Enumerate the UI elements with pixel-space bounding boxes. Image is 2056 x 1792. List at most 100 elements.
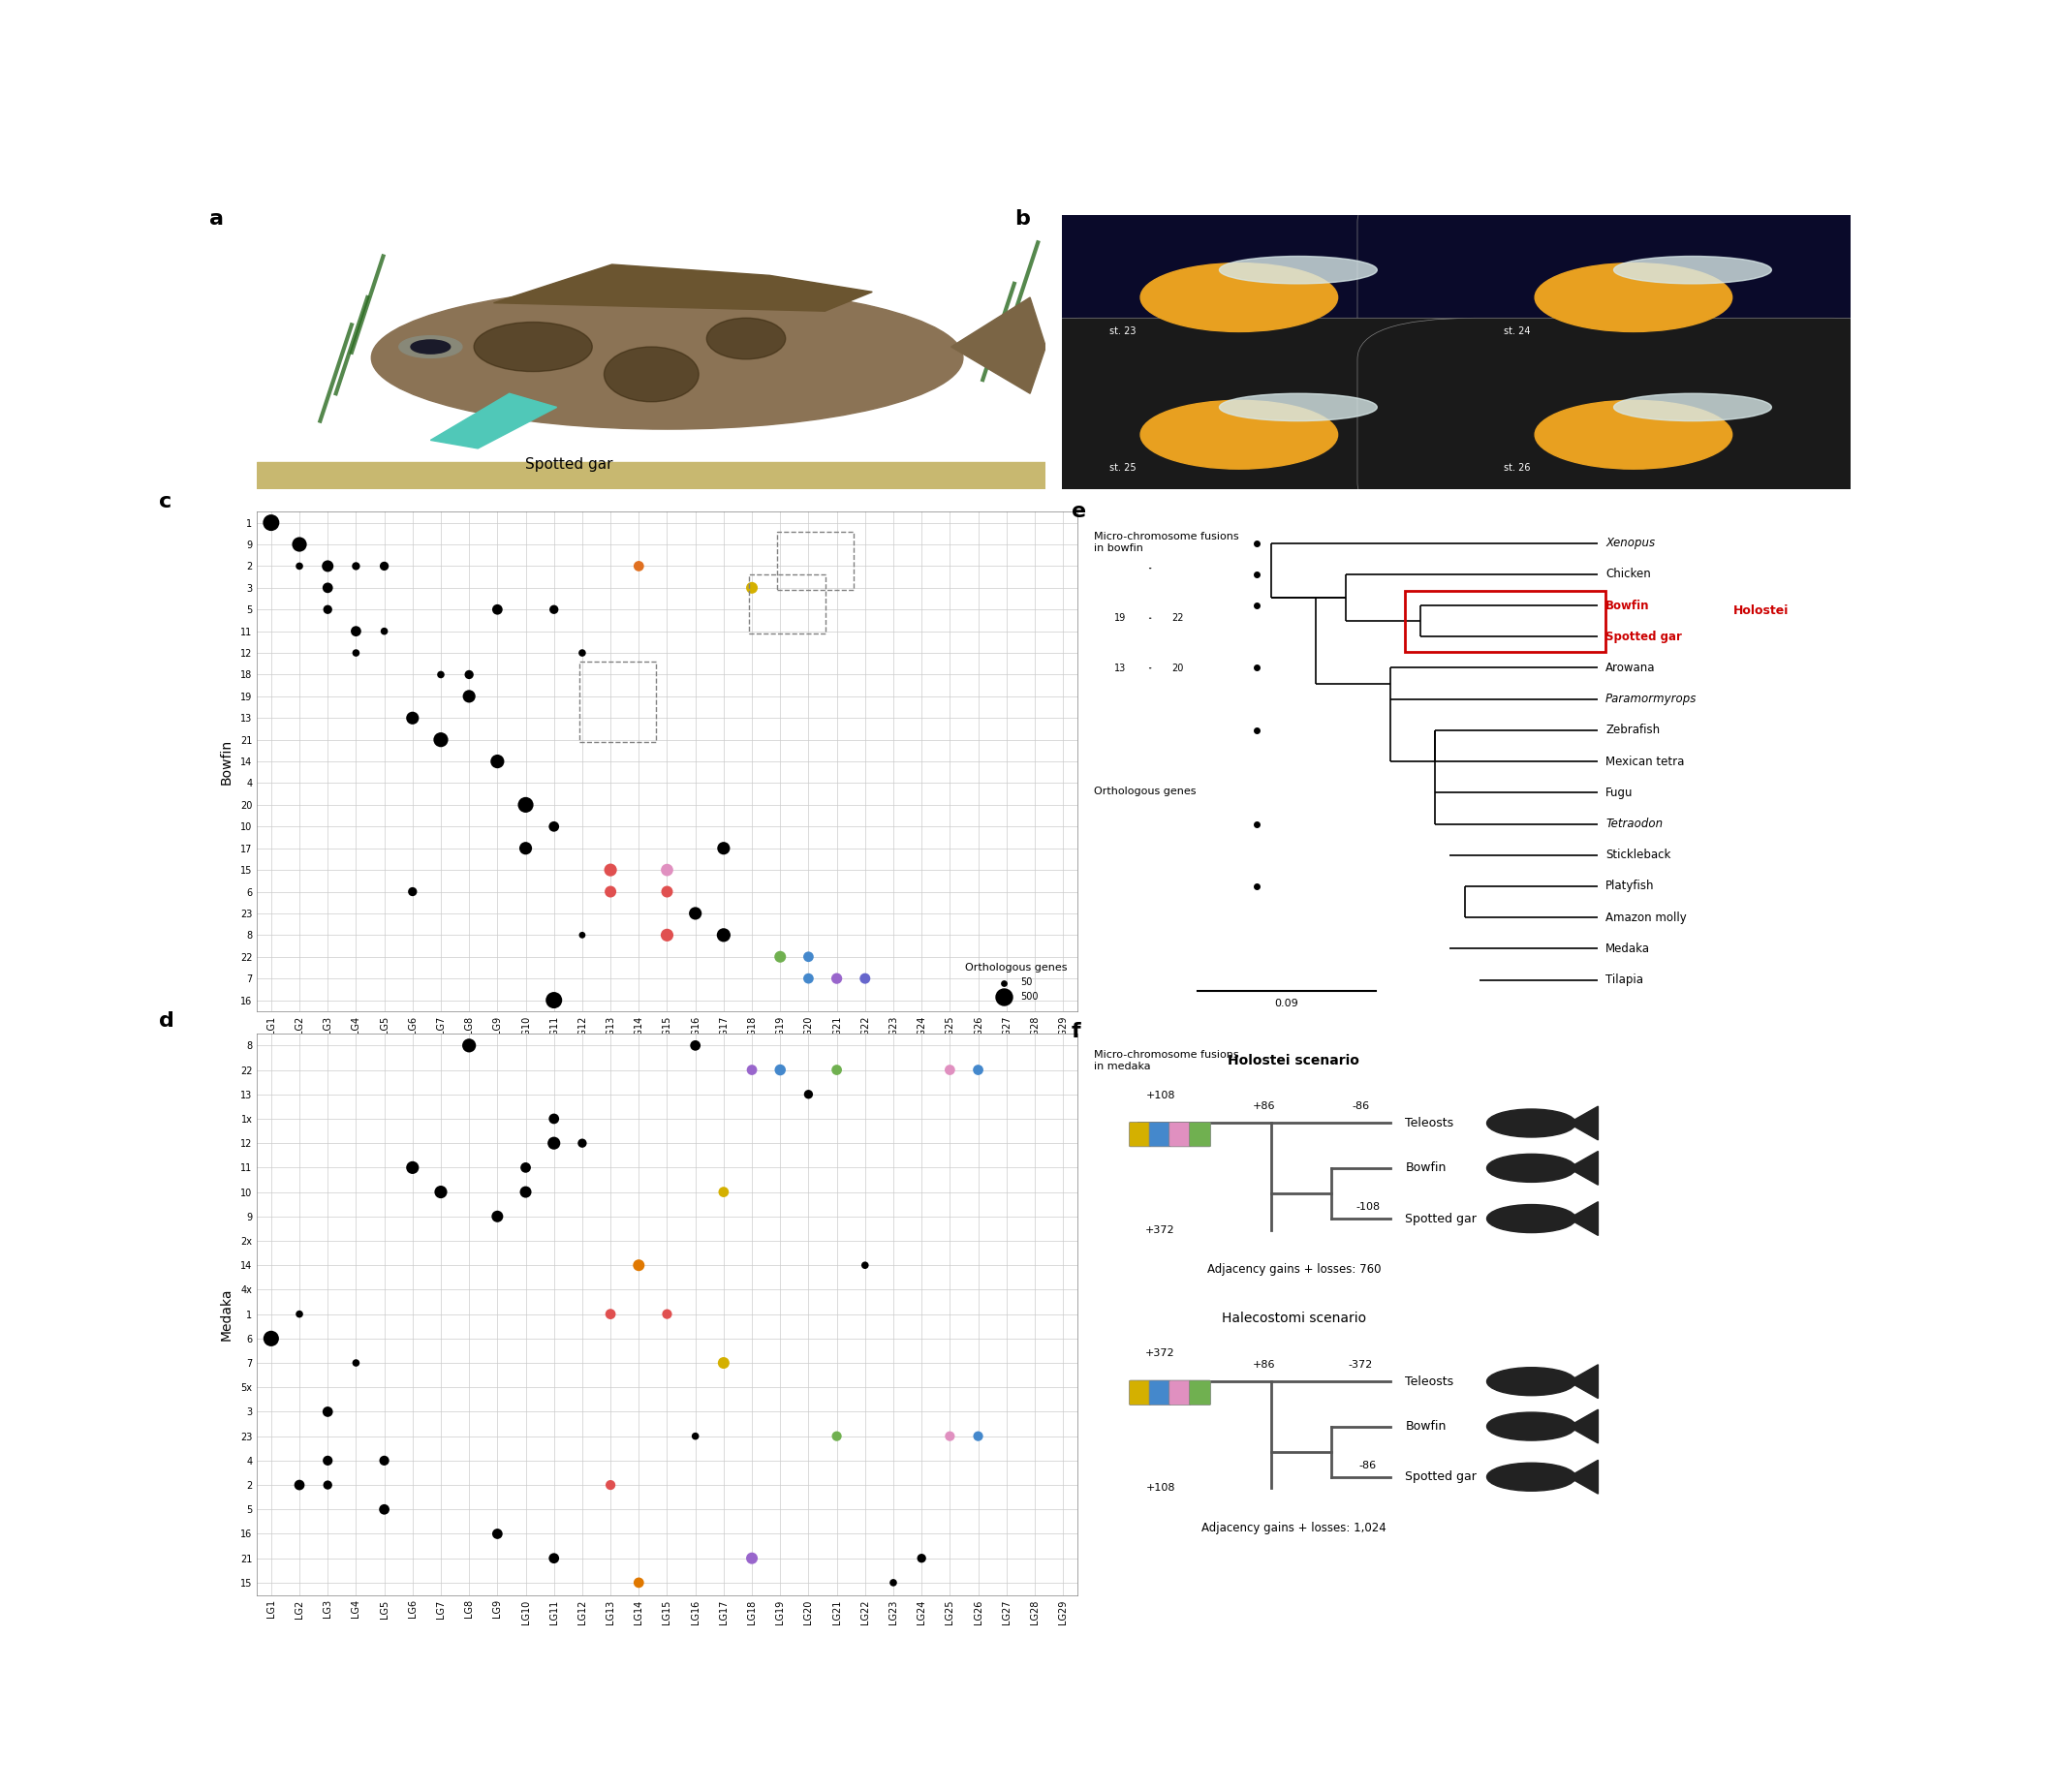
- Point: [510, 1177, 543, 1206]
- Text: Arowana: Arowana: [1606, 661, 1655, 674]
- Text: Orthologous genes: Orthologous genes: [1094, 787, 1197, 796]
- Point: [481, 747, 514, 776]
- Text: Tetraodon: Tetraodon: [1606, 817, 1663, 830]
- FancyBboxPatch shape: [1147, 552, 1209, 584]
- FancyBboxPatch shape: [1188, 1122, 1211, 1147]
- Point: [537, 1545, 570, 1573]
- FancyBboxPatch shape: [1090, 1253, 1151, 1288]
- Circle shape: [1536, 400, 1731, 470]
- Bar: [748, 575, 824, 633]
- Ellipse shape: [707, 317, 785, 358]
- Point: [736, 1055, 769, 1084]
- Text: a: a: [210, 210, 224, 229]
- Text: b: b: [1014, 210, 1030, 229]
- Point: [310, 595, 343, 624]
- FancyBboxPatch shape: [962, 317, 1554, 523]
- Point: [424, 1177, 456, 1206]
- Ellipse shape: [1219, 394, 1378, 421]
- FancyBboxPatch shape: [1090, 652, 1151, 685]
- Point: [310, 552, 343, 581]
- FancyBboxPatch shape: [1357, 181, 1949, 387]
- Text: 22: 22: [1172, 613, 1184, 624]
- FancyBboxPatch shape: [1170, 1380, 1190, 1405]
- Point: [933, 1055, 966, 1084]
- Text: Stickleback: Stickleback: [1606, 849, 1672, 862]
- Text: Bowfin: Bowfin: [1404, 1161, 1445, 1174]
- Circle shape: [399, 335, 463, 358]
- Text: st. 26: st. 26: [1503, 464, 1530, 473]
- Point: [707, 833, 740, 862]
- Point: [820, 964, 853, 993]
- Bar: [777, 532, 853, 590]
- Point: [510, 790, 543, 819]
- Point: [565, 1129, 598, 1158]
- Text: +86: +86: [1252, 1102, 1275, 1111]
- Point: [310, 573, 343, 602]
- Text: Mexican tetra: Mexican tetra: [1606, 754, 1684, 767]
- Ellipse shape: [475, 323, 592, 371]
- FancyBboxPatch shape: [1090, 552, 1151, 584]
- Point: [481, 595, 514, 624]
- Polygon shape: [1569, 1366, 1598, 1398]
- Text: 13: 13: [1114, 1097, 1127, 1107]
- Ellipse shape: [1486, 1154, 1575, 1183]
- Ellipse shape: [1614, 256, 1772, 283]
- Point: [424, 659, 456, 688]
- FancyBboxPatch shape: [1149, 1380, 1170, 1405]
- Text: 19: 19: [1172, 1154, 1184, 1163]
- Text: 22: 22: [1114, 1265, 1127, 1276]
- Point: [763, 1055, 796, 1084]
- Point: [310, 1471, 343, 1500]
- Point: [368, 552, 401, 581]
- FancyBboxPatch shape: [1149, 1122, 1170, 1147]
- Text: d: d: [158, 1011, 175, 1030]
- Text: +86: +86: [1252, 1360, 1275, 1369]
- Y-axis label: Medaka: Medaka: [220, 1288, 234, 1340]
- Polygon shape: [493, 265, 872, 312]
- Point: [650, 878, 683, 907]
- Point: [736, 1545, 769, 1573]
- Text: -372: -372: [1349, 1360, 1373, 1369]
- Point: [792, 943, 824, 971]
- Point: [650, 1299, 683, 1328]
- Ellipse shape: [1486, 1367, 1575, 1396]
- Text: 0.09: 0.09: [1275, 998, 1299, 1007]
- Point: [452, 659, 485, 688]
- Point: [452, 683, 485, 711]
- Polygon shape: [1569, 1410, 1598, 1443]
- Text: 26: 26: [1172, 1265, 1184, 1276]
- Point: [424, 726, 456, 754]
- Polygon shape: [257, 462, 1047, 489]
- Text: 18: 18: [1114, 1210, 1127, 1220]
- Point: [623, 1568, 656, 1597]
- Point: [339, 1349, 372, 1378]
- Point: [933, 1421, 966, 1450]
- Point: [255, 509, 288, 538]
- Bar: [580, 661, 656, 742]
- Text: Teleosts: Teleosts: [1404, 1374, 1454, 1387]
- Text: 19: 19: [1114, 613, 1127, 624]
- Point: [452, 1030, 485, 1059]
- Text: f: f: [1071, 1021, 1081, 1041]
- Point: [594, 1299, 627, 1328]
- Point: [876, 1568, 909, 1597]
- FancyBboxPatch shape: [1147, 1084, 1209, 1120]
- Circle shape: [1141, 400, 1338, 470]
- FancyBboxPatch shape: [1090, 602, 1151, 634]
- Point: [707, 1177, 740, 1206]
- Text: Micro-chromosome fusions
in bowfin: Micro-chromosome fusions in bowfin: [1094, 532, 1238, 552]
- Text: Platyfish: Platyfish: [1606, 880, 1655, 892]
- Ellipse shape: [604, 348, 699, 401]
- FancyBboxPatch shape: [1090, 1084, 1151, 1120]
- Text: Amazon molly: Amazon molly: [1606, 910, 1686, 923]
- Point: [736, 573, 769, 602]
- Point: [368, 1446, 401, 1475]
- Ellipse shape: [1219, 256, 1378, 283]
- Text: e: e: [1071, 502, 1086, 521]
- Ellipse shape: [372, 287, 962, 430]
- Text: Micro-chromosome fusions
in medaka: Micro-chromosome fusions in medaka: [1094, 1050, 1238, 1072]
- FancyBboxPatch shape: [1147, 1253, 1209, 1288]
- Point: [284, 530, 317, 559]
- Point: [481, 1520, 514, 1548]
- Bar: [1404, 591, 1606, 652]
